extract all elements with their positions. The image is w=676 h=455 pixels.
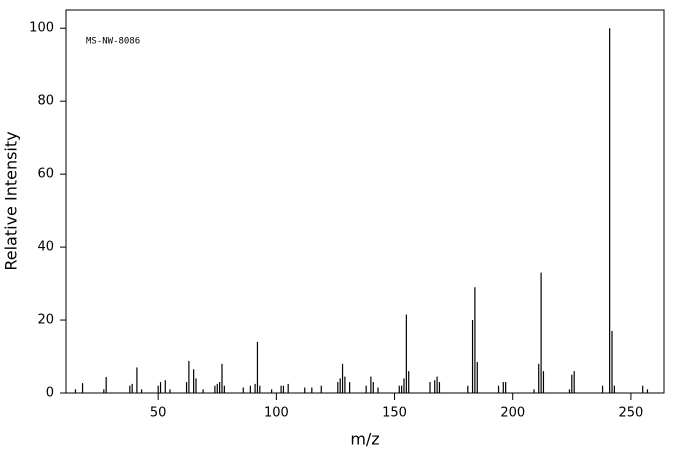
y-tick-label: 0 [46,386,54,401]
y-axis-label: Relative Intensity [2,131,21,270]
x-tick-label: 150 [382,406,407,421]
y-tick-label: 20 [37,313,54,328]
x-axis-label: m/z [350,430,379,449]
plot-frame [65,9,665,394]
y-tick-label: 40 [37,240,54,255]
y-tick-label: 60 [37,167,54,182]
y-tick-label: 80 [37,94,54,109]
y-tick-label: 100 [29,21,54,36]
x-tick-label: 250 [618,406,643,421]
x-tick-label: 50 [150,406,167,421]
x-tick-label: 200 [500,406,525,421]
x-tick-label: 100 [264,406,289,421]
annotation: MS-NW-8086 [86,37,140,47]
